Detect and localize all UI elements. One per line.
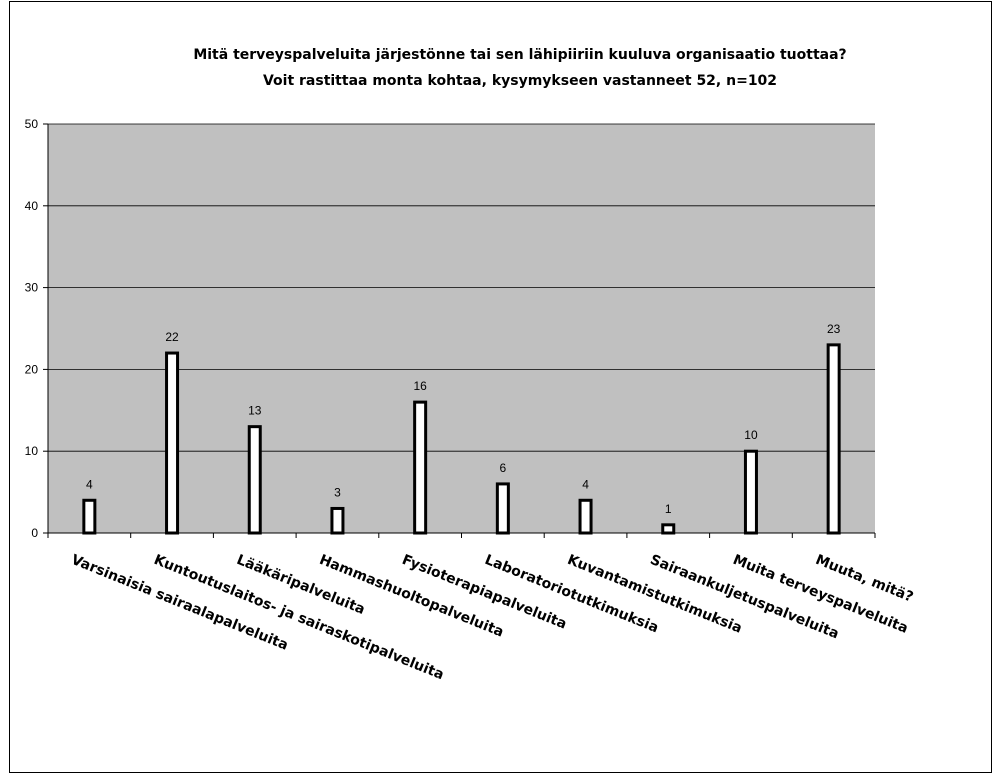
data-label: 4 — [582, 477, 589, 491]
bar — [495, 482, 510, 535]
bar — [330, 506, 345, 535]
y-tick-label: 0 — [31, 526, 38, 540]
plot-area — [48, 124, 875, 533]
data-label: 1 — [665, 502, 672, 516]
data-label: 10 — [744, 428, 758, 442]
y-tick-label: 50 — [25, 117, 39, 131]
data-label: 16 — [413, 379, 427, 393]
data-label: 22 — [165, 330, 179, 344]
data-label: 6 — [500, 461, 507, 475]
y-tick-label: 40 — [25, 199, 39, 213]
data-label: 3 — [334, 485, 341, 499]
data-label: 13 — [248, 404, 262, 418]
y-tick-label: 10 — [25, 444, 39, 458]
bar — [165, 351, 180, 535]
bar — [661, 523, 676, 535]
bar — [247, 425, 262, 535]
y-tick-label: 30 — [25, 281, 39, 295]
data-label: 23 — [827, 322, 841, 336]
data-label: 4 — [86, 477, 93, 491]
bar — [826, 343, 841, 535]
bar — [413, 400, 428, 535]
bar — [82, 498, 97, 535]
chart-title-line-2: Voit rastittaa monta kohtaa, kysymykseen… — [263, 73, 777, 89]
bar — [743, 449, 758, 535]
chart-title-line-1: Mitä terveyspalveluita järjestönne tai s… — [193, 47, 846, 63]
bar — [578, 498, 593, 535]
y-tick-label: 20 — [25, 362, 39, 376]
